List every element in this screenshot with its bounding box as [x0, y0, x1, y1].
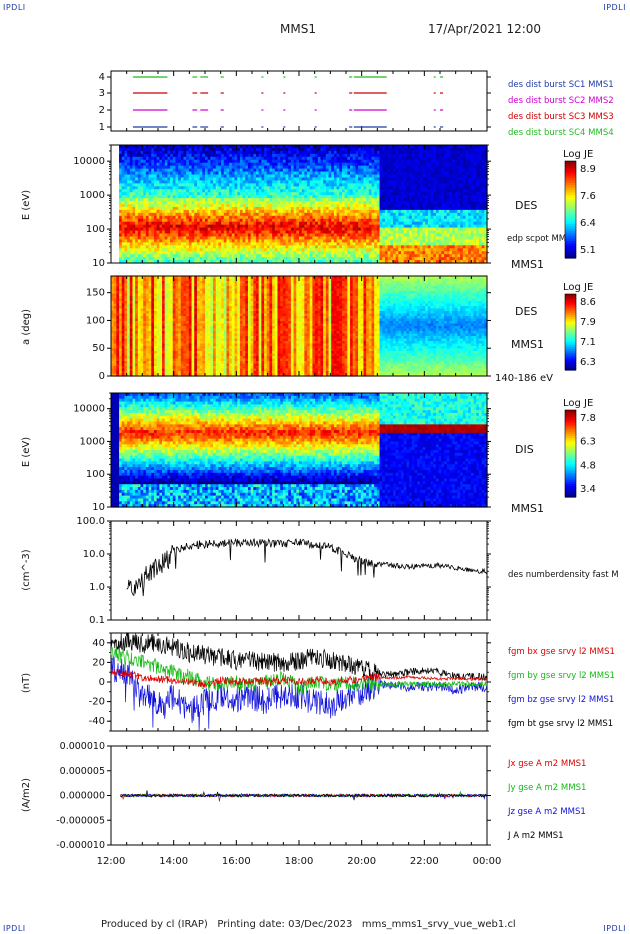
figure: 1 2 3 4 des dist burst SC1 MMS1 des dist burs…	[0, 0, 630, 934]
burst-legend-item: des dist burst SC1 MMS1	[508, 80, 614, 90]
burst-legend-item: des dist burst SC2 MMS2	[508, 96, 614, 106]
burst-legend-item: des dist burst SC3 MMS3	[508, 112, 614, 122]
burst-legend-item: des dist burst SC4 MMS4	[508, 128, 614, 138]
burst-frame	[111, 71, 487, 131]
y-tick-label: 3	[99, 88, 105, 99]
y-tick-label: 4	[99, 72, 105, 83]
y-tick-label: 2	[99, 105, 105, 116]
y-tick-label: 1	[99, 122, 105, 133]
